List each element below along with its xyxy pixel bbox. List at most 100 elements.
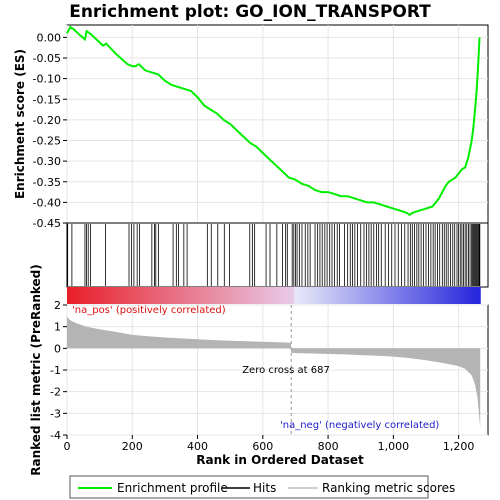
color-bar-segment bbox=[314, 287, 319, 304]
legend-label-enrichment: Enrichment profile bbox=[117, 481, 228, 495]
color-bar-segment bbox=[442, 287, 447, 304]
color-bar-segment bbox=[428, 287, 433, 304]
color-bar-segment bbox=[128, 287, 134, 304]
x-axis-ticks: 0 200 400 600 800 1,000 1,200 bbox=[64, 435, 475, 453]
color-bar-segment bbox=[404, 287, 409, 304]
color-bar-segment bbox=[194, 287, 199, 304]
color-bar-segment bbox=[342, 287, 347, 304]
color-bar-segment bbox=[218, 287, 223, 304]
color-bar-segment bbox=[163, 287, 168, 304]
zero-cross-label: Zero cross at 687 bbox=[242, 365, 330, 376]
color-bar-segment bbox=[325, 287, 330, 304]
color-bar-segment bbox=[94, 287, 99, 304]
color-bar-segment bbox=[232, 287, 237, 304]
color-bar-segment bbox=[394, 287, 399, 304]
color-bar-segment bbox=[187, 287, 192, 304]
x-tick-label: 1,000 bbox=[378, 440, 410, 453]
color-bar-segment bbox=[201, 287, 206, 304]
positive-correlation-label: 'na_pos' (positively correlated) bbox=[72, 305, 226, 316]
color-bar-segment bbox=[311, 287, 316, 304]
es-tick-label: -0.40 bbox=[33, 196, 61, 209]
legend-label-hits: Hits bbox=[253, 481, 276, 495]
color-bar-segment bbox=[259, 287, 264, 304]
metric-tick-label: -3 bbox=[50, 407, 61, 420]
color-bar-segment bbox=[349, 287, 354, 304]
color-bar-segment bbox=[308, 287, 313, 304]
hits-panel bbox=[66, 222, 489, 288]
x-tick-label: 400 bbox=[187, 440, 208, 453]
color-bar-segment bbox=[266, 287, 271, 304]
color-bar-segment bbox=[294, 287, 299, 304]
color-bar-segment bbox=[184, 287, 189, 304]
color-bar-segment bbox=[173, 287, 178, 304]
color-bar-segment bbox=[235, 287, 240, 304]
color-bar-segment bbox=[387, 287, 392, 304]
hit-markers bbox=[67, 224, 481, 286]
es-panel bbox=[66, 24, 489, 224]
chart-title: Enrichment plot: GO_ION_TRANSPORT bbox=[69, 2, 431, 22]
color-bar-segment bbox=[283, 287, 288, 304]
color-bar-segment bbox=[321, 287, 326, 304]
es-tick-label: 0.00 bbox=[37, 31, 62, 44]
color-bar-segment bbox=[462, 287, 467, 304]
color-bar-segment bbox=[104, 287, 109, 304]
color-bar-segment bbox=[87, 287, 92, 304]
color-bar-segment bbox=[407, 287, 412, 304]
color-bar-segment bbox=[225, 287, 230, 304]
color-bar-segment bbox=[339, 287, 344, 304]
color-bar-segment bbox=[180, 287, 185, 304]
color-bar-segment bbox=[473, 287, 478, 304]
color-bar-segment bbox=[459, 287, 464, 304]
color-bar-segment bbox=[369, 287, 375, 304]
color-bar-segment bbox=[449, 287, 454, 304]
color-bar-segment bbox=[345, 287, 350, 304]
color-bar-segment bbox=[256, 287, 261, 304]
enrichment-profile-line bbox=[66, 25, 481, 216]
x-tick-label: 600 bbox=[252, 440, 273, 453]
metric-tick-label: 1 bbox=[54, 321, 61, 334]
es-tick-label: -0.25 bbox=[33, 135, 61, 148]
color-bar-segment bbox=[435, 287, 440, 304]
color-bar-segment bbox=[249, 287, 254, 304]
color-bar-segment bbox=[177, 287, 182, 304]
color-bar-segment bbox=[366, 287, 371, 304]
color-bar-segment bbox=[242, 287, 247, 304]
color-bar-segment bbox=[332, 287, 337, 304]
metric-tick-label: -2 bbox=[50, 386, 61, 399]
color-bar-segment bbox=[335, 287, 340, 304]
color-bar-segment bbox=[73, 287, 78, 304]
es-y-ticks: 0.00 -0.05 -0.10 -0.15 -0.20 -0.25 -0.30 -0.35 -… bbox=[33, 31, 67, 230]
legend-box bbox=[69, 475, 429, 499]
legend-item-ranking-metric: Ranking metric scores bbox=[288, 481, 455, 495]
color-bar-segment bbox=[280, 287, 285, 304]
x-tick-label: 800 bbox=[318, 440, 339, 453]
color-bar-segment bbox=[287, 287, 292, 304]
color-bar-segment bbox=[328, 287, 333, 304]
color-bar-segment bbox=[101, 287, 106, 304]
es-tick-label: -0.35 bbox=[33, 176, 61, 189]
color-bar-segment bbox=[142, 287, 147, 304]
color-bar-segment bbox=[139, 287, 144, 304]
x-tick-label: 1,200 bbox=[443, 440, 475, 453]
color-bar-segment bbox=[91, 287, 96, 304]
x-axis-label: Rank in Ordered Dataset bbox=[196, 453, 364, 467]
color-bar-segment bbox=[132, 287, 137, 304]
color-bar-segment bbox=[270, 287, 275, 304]
es-tick-label: -0.45 bbox=[33, 217, 61, 230]
color-bar-segment bbox=[228, 287, 233, 304]
color-bar-segment bbox=[359, 287, 364, 304]
x-tick-label: 200 bbox=[122, 440, 143, 453]
es-tick-label: -0.05 bbox=[33, 52, 61, 65]
color-bar-segment bbox=[70, 287, 75, 304]
color-bar-segment bbox=[204, 287, 209, 304]
color-bar-segment bbox=[118, 287, 123, 304]
color-bar-segment bbox=[170, 287, 175, 304]
color-bar-segment bbox=[115, 287, 120, 304]
color-bar-segment bbox=[418, 287, 423, 304]
legend-label-metric: Ranking metric scores bbox=[322, 481, 455, 495]
color-bar-segment bbox=[122, 287, 127, 304]
color-bar-segment bbox=[425, 287, 430, 304]
color-bar-segment bbox=[431, 287, 437, 304]
color-bar-segment bbox=[67, 287, 72, 304]
